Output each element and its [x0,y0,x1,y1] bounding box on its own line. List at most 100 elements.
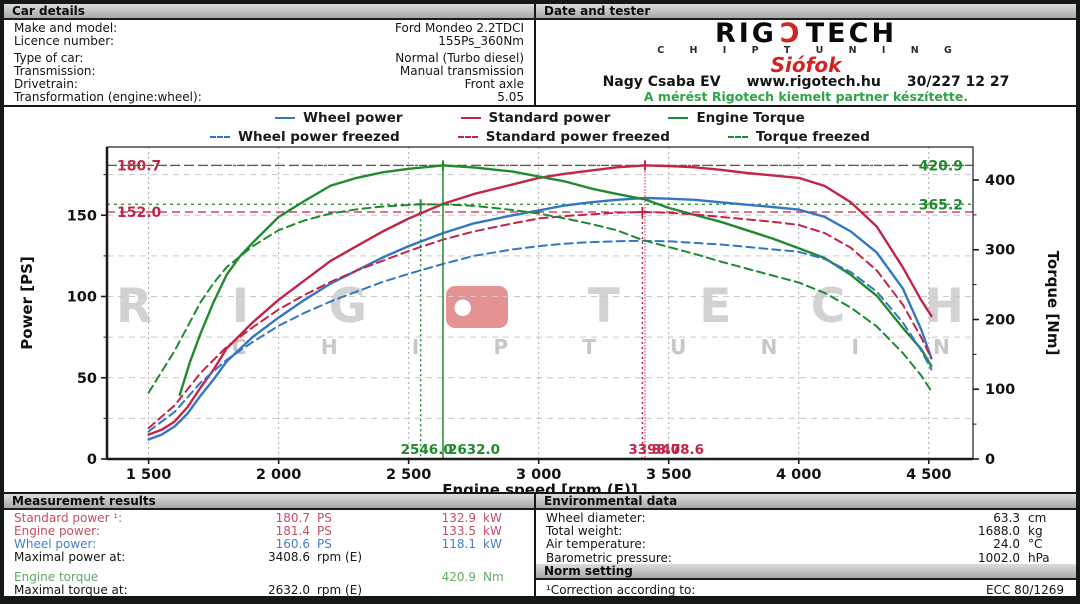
label: ¹Correction according to: [546,582,696,596]
svg-text:2 500: 2 500 [386,467,431,483]
label: Maximal power at: [14,550,126,564]
legend-label: Wheel power [303,110,403,126]
watermark-letter: I [851,335,859,359]
norm-setting-panel: Norm setting ¹Correction according to: E… [536,563,1076,596]
label: Engine torque [14,570,99,584]
svg-text:0: 0 [87,452,97,468]
legend-engine-torque: Engine Torque [668,110,805,126]
svg-text:180.7: 180.7 [117,158,161,174]
row-maximal-power-at: Maximal power at: 3408.6 rpm (E) [14,551,524,564]
value-rpm: 3408.6 [268,550,310,564]
watermark-letter: N [760,335,778,359]
rigotech-logo: RIG Ɔ TECH [536,18,1076,49]
row-transmission: Transmission: Manual transmission [14,65,524,78]
tester-name: Nagy Csaba EV [602,74,721,90]
phone-number: 30/227 12 27 [906,74,1010,90]
environmental-rows: Wheel diameter: 63.3 cm Total weight: 1688.… [536,510,1076,564]
value: Normal (Turbo diesel) [395,51,524,65]
unit-kw: kW [483,524,502,538]
value-nm: 420.9 [441,570,476,584]
label: Total weight: [546,524,623,539]
svg-text:Torque [Nm]: Torque [Nm] [1044,251,1062,356]
value: 5.05 [497,90,524,104]
value: ECC 80/1269 [985,582,1064,596]
svg-text:3 000: 3 000 [516,467,561,483]
value-kw: 118.1 [441,537,476,551]
unit-ps: PS [317,524,332,538]
measurement-results-header: Measurement results [4,494,534,510]
watermark-logo-icon [446,286,509,328]
row-air-temperature: Air temperature: 24.0 °C [546,538,1066,551]
row-barometric-pressure: Barometric pressure: 1002.0 hPa [546,550,1066,564]
label: Barometric pressure: [546,550,672,564]
label: Standard power ¹: [14,511,123,525]
norm-setting-title: Norm setting [544,563,633,578]
value: 1002.0 [978,550,1020,564]
norm-setting-header: Norm setting [536,563,1076,580]
tester-body: RIG Ɔ TECH C H I P T U N I N G Siófok Nagy… [536,18,1076,104]
value: Front axle [464,77,524,91]
row-engine-torque: Engine torque 420.9 Nm [14,571,524,584]
legend-standard-power-freezed: Standard power freezed [457,129,670,145]
legend-standard-power: Standard power [460,110,610,126]
unit: °C [1028,537,1043,552]
value: 1688.0 [978,524,1020,539]
environmental-data-title: Environmental data [544,494,678,508]
label: Wheel diameter: [546,511,646,525]
row-drivetrain: Drivetrain: Front axle [14,78,524,91]
date-tester-header: Date and tester [536,4,1076,20]
svg-text:Engine speed [rpm (E)]: Engine speed [rpm (E)] [442,481,638,492]
row-engine-power: Engine power: 181.4 PS 133.5 kW [14,525,524,538]
label: Wheel power: [14,537,97,551]
row-wheel-diameter: Wheel diameter: 63.3 cm [546,511,1066,525]
unit: cm [1028,511,1047,525]
environmental-data-header: Environmental data [536,494,1076,510]
row-licence: Licence number: 155Ps_360Nm [14,35,524,48]
legend-wheel-power: Wheel power [275,110,403,126]
svg-text:2546.0: 2546.0 [401,442,453,458]
date-tester-panel: Date and tester RIG Ɔ TECH C H I P T U N I… [536,4,1076,105]
legend-torque-freezed: Torque freezed [727,129,870,145]
svg-text:100: 100 [985,382,1015,398]
label: Maximal torque at: [14,583,128,597]
measurement-results-panel: Measurement results Standard power ¹: 180… [4,494,536,596]
row-make-model: Make and model: Ford Mondeo 2.2TDCI [14,22,524,35]
label: Drivetrain: [14,77,78,91]
row-maximal-torque-at: Maximal torque at: 2632.0 rpm (E) [14,583,524,597]
legend-wheel-power-freezed: Wheel power freezed [210,129,400,145]
dyno-report: Car details Make and model: Ford Mondeo 2… [4,4,1076,596]
value-kw: 132.9 [441,511,476,525]
website-link[interactable]: www.rigotech.hu [746,74,881,90]
watermark-letter: U [670,335,687,359]
unit: kg [1028,524,1043,539]
watermark-letter: H [320,335,338,359]
unit: hPa [1028,550,1050,564]
watermark-letter: N [933,335,950,359]
watermark-letter: R [116,279,153,334]
value: 24.0 [993,537,1020,552]
row-type: Type of car: Normal (Turbo diesel) [14,52,524,65]
standard-power-swatch [460,117,481,119]
watermark-letter: T [582,335,596,359]
rigotech-logo-icon: Ɔ [779,18,803,49]
measurement-results-title: Measurement results [12,494,156,508]
env-norm-stack: Environmental data Wheel diameter: 63.3 cm… [536,494,1076,596]
svg-text:4 500: 4 500 [906,467,951,483]
svg-text:4 000: 4 000 [776,467,821,483]
svg-text:1 500: 1 500 [126,467,171,483]
legend-label: Wheel power freezed [238,129,400,145]
watermark-letter: I [231,279,250,334]
torque-freezed-swatch [727,136,748,138]
legend-row-1: Wheel power Standard power Engine Torque [4,110,1076,126]
svg-text:50: 50 [77,371,97,387]
legend-label: Torque freezed [755,129,870,145]
logo-subtitle: C H I P T U N I N G [657,45,963,56]
label: Air temperature: [546,537,646,552]
car-details-header: Car details [4,4,534,20]
legend-row-2: Wheel power freezed Standard power freez… [4,129,1076,145]
watermark-letter: C [810,279,846,334]
